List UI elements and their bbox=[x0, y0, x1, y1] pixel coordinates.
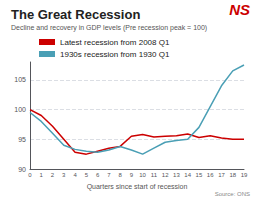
svg-text:17: 17 bbox=[218, 172, 225, 178]
svg-text:95: 95 bbox=[18, 136, 26, 143]
svg-text:The Great Recession: The Great Recession bbox=[11, 7, 140, 22]
svg-text:1930s recession from 1930 Q1: 1930s recession from 1930 Q1 bbox=[60, 50, 170, 59]
svg-text:4: 4 bbox=[73, 172, 77, 178]
svg-text:18: 18 bbox=[229, 172, 236, 178]
svg-text:100: 100 bbox=[14, 106, 26, 113]
svg-text:15: 15 bbox=[196, 172, 203, 178]
svg-text:2: 2 bbox=[51, 172, 55, 178]
svg-text:9: 9 bbox=[130, 172, 134, 178]
svg-text:5: 5 bbox=[85, 172, 89, 178]
svg-text:16: 16 bbox=[207, 172, 214, 178]
svg-text:90: 90 bbox=[18, 166, 26, 173]
svg-text:19: 19 bbox=[241, 172, 248, 178]
svg-text:8: 8 bbox=[118, 172, 122, 178]
svg-text:105: 105 bbox=[14, 76, 26, 83]
svg-text:Latest recession from 2008 Q1: Latest recession from 2008 Q1 bbox=[60, 38, 170, 47]
svg-text:Source: ONS: Source: ONS bbox=[215, 191, 250, 197]
svg-text:14: 14 bbox=[184, 172, 191, 178]
svg-text:3: 3 bbox=[62, 172, 66, 178]
svg-text:Quarters since start of recess: Quarters since start of recession bbox=[87, 183, 188, 191]
svg-text:13: 13 bbox=[173, 172, 180, 178]
svg-text:Decline and recovery in GDP le: Decline and recovery in GDP levels (Pre … bbox=[11, 24, 207, 32]
svg-text:10: 10 bbox=[139, 172, 146, 178]
svg-text:1: 1 bbox=[40, 172, 44, 178]
svg-text:7: 7 bbox=[107, 172, 111, 178]
svg-text:12: 12 bbox=[162, 172, 169, 178]
svg-text:6: 6 bbox=[96, 172, 100, 178]
svg-text:11: 11 bbox=[151, 172, 158, 178]
svg-text:0: 0 bbox=[28, 172, 32, 178]
svg-text:NS: NS bbox=[229, 1, 250, 18]
